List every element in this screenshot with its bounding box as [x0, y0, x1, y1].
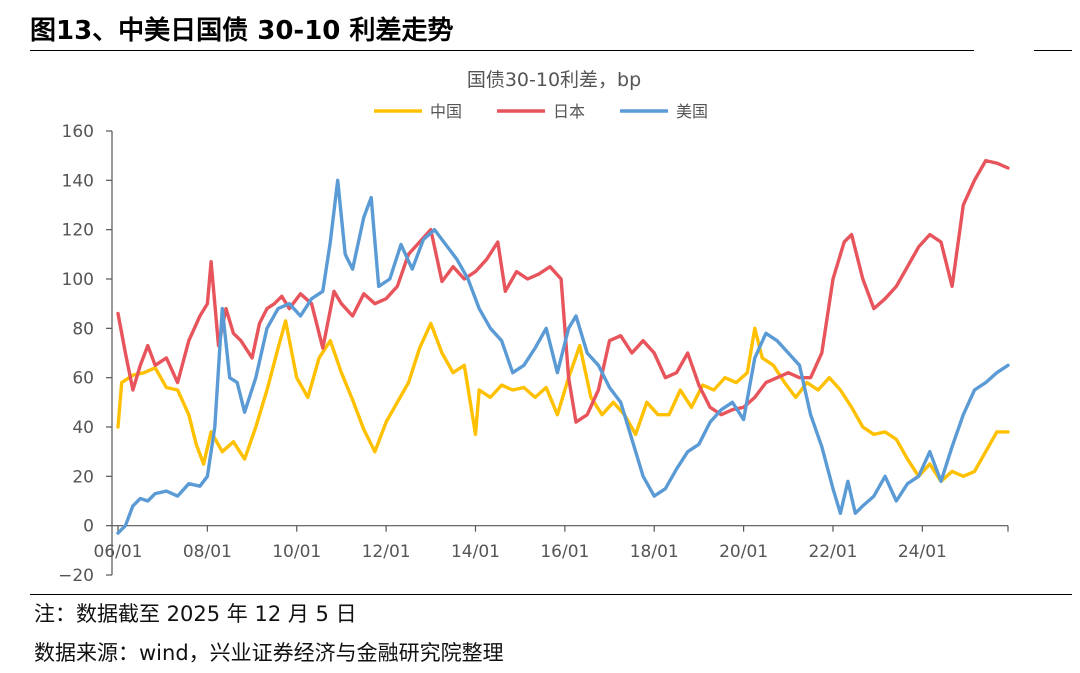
top-rule	[30, 50, 1072, 51]
x-tick-label: 22/01	[808, 542, 857, 562]
y-tick-label: 40	[72, 418, 94, 438]
series-line-3	[116, 178, 1010, 535]
x-tick-label: 12/01	[362, 542, 411, 562]
y-tick-label: 120	[62, 221, 94, 241]
x-tick-label: 18/01	[630, 542, 679, 562]
y-tick-label: 100	[62, 270, 94, 290]
bottom-rule	[30, 594, 1072, 595]
y-tick-label: 80	[72, 319, 94, 339]
x-tick-label: 16/01	[540, 542, 589, 562]
series-line-1	[116, 319, 1010, 483]
legend-label-2: 日本	[553, 102, 585, 121]
y-tick-label: 140	[62, 171, 94, 191]
y-tick-label: 160	[62, 122, 94, 142]
y-tick-label: 0	[83, 517, 94, 537]
x-tick-label: 06/01	[94, 542, 143, 562]
chart-axes: −20 0 20 40 60 80 100 120 140 160 06/01 08/01 10/01 1…	[58, 122, 1009, 586]
chart-svg: 国债30-10利差，bp 中国 日本 美国 −20 0 20 40 60 80 100 120 14…	[58, 69, 1010, 586]
data-source: 数据来源：wind，兴业证券经济与金融研究院整理	[34, 641, 504, 665]
y-tick-label: −20	[58, 566, 94, 586]
chart-title: 国债30-10利差，bp	[467, 69, 641, 91]
series-line-2	[116, 158, 1010, 424]
x-tick-label: 24/01	[898, 542, 947, 562]
x-tick-label: 08/01	[183, 542, 232, 562]
figure-title: 图13、中美日国债 30-10 利差走势	[30, 16, 454, 46]
chart-series	[116, 158, 1010, 535]
legend-label-3: 美国	[676, 102, 708, 121]
legend-label-1: 中国	[430, 102, 462, 121]
x-tick-label: 20/01	[719, 542, 768, 562]
data-note: 注：数据截至 2025 年 12 月 5 日	[34, 602, 357, 626]
top-rule-gap	[974, 45, 1034, 55]
x-tick-label: 10/01	[272, 542, 321, 562]
x-tick-label: 14/01	[451, 542, 500, 562]
y-tick-label: 20	[72, 467, 94, 487]
chart-legend: 中国 日本 美国	[374, 102, 708, 121]
y-tick-label: 60	[72, 369, 94, 389]
